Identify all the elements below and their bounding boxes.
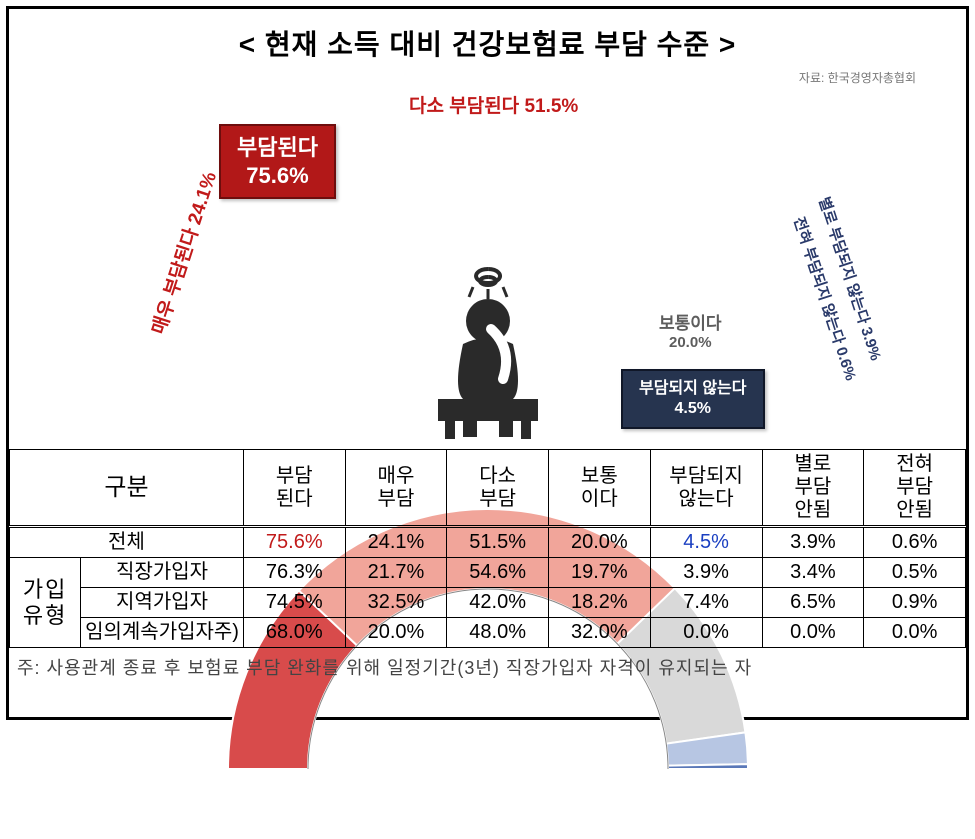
cell: 21.7% (345, 558, 447, 588)
table-row: 지역가입자74.5%32.5%42.0%18.2%7.4%6.5%0.9% (10, 588, 966, 618)
cell: 0.0% (864, 618, 966, 648)
cell: 0.9% (864, 588, 966, 618)
callout-neutral-val: 20.0% (659, 334, 722, 352)
cell: 3.4% (762, 558, 864, 588)
row-label: 지역가입자 (81, 588, 244, 618)
donut-seg-none_burden (667, 764, 747, 769)
row-group-label: 가입유형 (10, 558, 81, 648)
callout-burden-val: 75.6% (237, 162, 318, 190)
col-header-2: 다소부담 (447, 450, 549, 527)
cell: 4.5% (650, 527, 762, 558)
cell: 32.5% (345, 588, 447, 618)
callout-neutral-hdr: 보통이다 (659, 314, 722, 334)
cell: 54.6% (447, 558, 549, 588)
cell: 68.0% (243, 618, 345, 648)
cell: 0.5% (864, 558, 966, 588)
cell: 3.9% (762, 527, 864, 558)
data-table: 구분부담된다매우부담다소부담보통이다부담되지않는다별로부담안됨전혀부담안됨전체7… (9, 449, 966, 648)
cell: 75.6% (243, 527, 345, 558)
row-label: 직장가입자 (81, 558, 244, 588)
row-label-total: 전체 (10, 527, 244, 558)
callout-noburden-val: 4.5% (639, 399, 747, 419)
cell: 74.5% (243, 588, 345, 618)
row-label: 임의계속가입자주) (81, 618, 244, 648)
callout-neutral: 보통이다 20.0% (659, 314, 722, 352)
callout-burden-hdr: 부담된다 (237, 134, 318, 162)
col-header-1: 매우부담 (345, 450, 447, 527)
cell: 32.0% (548, 618, 650, 648)
cell: 76.3% (243, 558, 345, 588)
col-header-0: 부담된다 (243, 450, 345, 527)
col-header-4: 부담되지않는다 (650, 450, 762, 527)
cell: 20.0% (345, 618, 447, 648)
donut-chart: 매우 부담된다 24.1% 다소 부담된다 51.5% 별로 부담되지 않는다 … (9, 69, 966, 449)
col-header-group: 구분 (10, 450, 244, 527)
page-title: < 현재 소득 대비 건강보험료 부담 수준 > (9, 9, 966, 63)
cell: 24.1% (345, 527, 447, 558)
cell: 19.7% (548, 558, 650, 588)
cell: 6.5% (762, 588, 864, 618)
cell: 51.5% (447, 527, 549, 558)
callout-noburden-hdr: 부담되지 않는다 (639, 379, 747, 399)
col-header-6: 전혀부담안됨 (864, 450, 966, 527)
callout-noburden: 부담되지 않는다 4.5% (621, 369, 765, 429)
cell: 0.0% (650, 618, 762, 648)
cell: 7.4% (650, 588, 762, 618)
data-table-wrap: 구분부담된다매우부담다소부담보통이다부담되지않는다별로부담안됨전혀부담안됨전체7… (9, 449, 966, 680)
cell: 18.2% (548, 588, 650, 618)
cell: 0.0% (762, 618, 864, 648)
arc-label-some-burden: 다소 부담된다 51.5% (409, 91, 578, 118)
infographic-frame: < 현재 소득 대비 건강보험료 부담 수준 > 자료: 한국경영자총협회 매우… (6, 6, 969, 720)
col-header-3: 보통이다 (548, 450, 650, 527)
cell: 48.0% (447, 618, 549, 648)
cell: 20.0% (548, 527, 650, 558)
table-row: 전체75.6%24.1%51.5%20.0%4.5%3.9%0.6% (10, 527, 966, 558)
table-row: 임의계속가입자주)68.0%20.0%48.0%32.0%0.0%0.0%0.0… (10, 618, 966, 648)
cell: 3.9% (650, 558, 762, 588)
callout-burden: 부담된다 75.6% (219, 124, 336, 199)
footnote: 주: 사용관계 종료 후 보험료 부담 완화를 위해 일정기간(3년) 직장가입… (9, 648, 966, 680)
arc-label-very-burden: 매우 부담된다 24.1% (144, 168, 222, 337)
col-header-5: 별로부담안됨 (762, 450, 864, 527)
table-row: 가입유형직장가입자76.3%21.7%54.6%19.7%3.9%3.4%0.5… (10, 558, 966, 588)
worried-person-icon (403, 259, 573, 444)
cell: 42.0% (447, 588, 549, 618)
cell: 0.6% (864, 527, 966, 558)
